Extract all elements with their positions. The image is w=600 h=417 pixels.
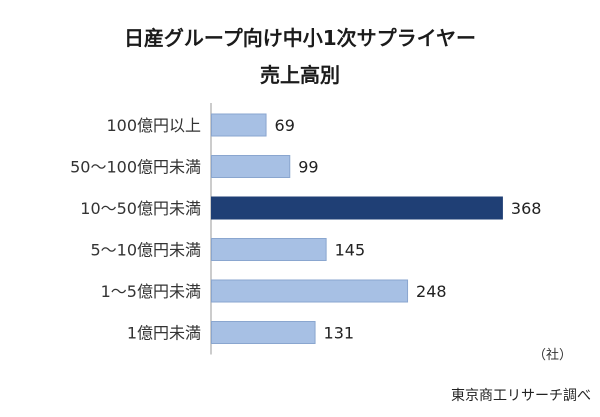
category-label-5: 1億円未満	[127, 324, 201, 343]
category-label-4: 1～5億円未満	[101, 282, 201, 301]
value-label-5: 131	[324, 324, 355, 343]
bar-4	[211, 279, 409, 303]
chart-title-line2: 売上高別	[260, 63, 340, 87]
bar-0	[211, 113, 267, 137]
unit-label: （社）	[533, 348, 573, 363]
bar-2	[211, 196, 503, 220]
value-label-3: 145	[335, 241, 366, 260]
value-label-2: 368	[511, 199, 542, 218]
bar-3	[211, 238, 327, 261]
category-label-1: 50～100億円未満	[70, 158, 201, 177]
source-label: 東京商工リサーチ調べ	[451, 388, 591, 404]
bar-5	[211, 321, 316, 344]
value-label-1: 99	[298, 158, 318, 177]
value-label-4: 248	[416, 282, 447, 301]
category-label-0: 100億円以上	[106, 116, 201, 135]
category-label-3: 5～10億円未満	[90, 241, 201, 260]
category-label-2: 10～50億円未満	[80, 199, 201, 218]
bar-1	[211, 155, 291, 178]
chart-title-line1: 日産グループ向け中小1次サプライヤー	[123, 26, 477, 50]
value-label-0: 69	[275, 116, 295, 135]
